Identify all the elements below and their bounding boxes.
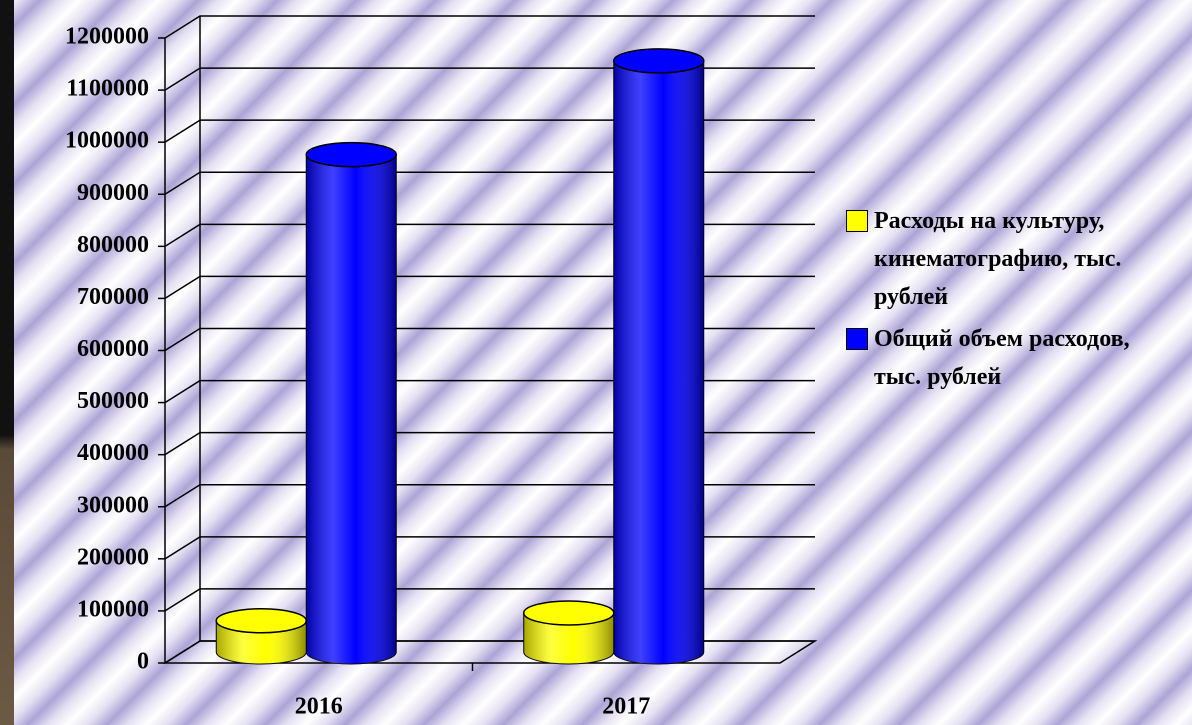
legend-label: Расходы на культуру, кинематографию, тыс… [874,208,1122,310]
grid-line [164,67,815,91]
grid-line [164,484,815,508]
bar-shade [523,612,614,664]
bar-shade [306,154,397,664]
grid-line [164,536,815,560]
x-tick-label: 2016 [295,694,343,720]
y-tick-label: 500000 [77,388,149,414]
grid-line [164,119,815,143]
x-tick-label: 2017 [602,694,650,720]
legend-item: Общий объем расходов, тыс. рублей [846,320,1186,396]
y-tick-label: 1000000 [65,128,149,154]
y-tick-label: 0 [137,649,149,675]
legend: Расходы на культуру, кинематографию, тыс… [846,202,1186,400]
grid-line [164,431,815,456]
y-tick-label: 900000 [77,180,149,206]
y-tick-label: 700000 [77,284,149,310]
y-tick-label: 300000 [77,492,149,518]
legend-label: Общий объем расходов, тыс. рублей [874,326,1130,390]
bar [215,608,307,665]
bar-top [613,48,705,74]
grid-line [164,15,815,39]
y-tick-label: 400000 [77,440,149,466]
grid-line [164,223,815,247]
bar-top [305,141,397,168]
grid-line [164,327,815,352]
y-tick-label: 200000 [77,544,149,570]
bar [305,141,397,665]
bar [613,48,705,665]
bar-top [215,608,307,634]
y-tick-label: 100000 [77,596,149,622]
grid-line [164,171,815,195]
bar-shade [613,60,704,664]
bar-top [523,600,615,626]
grid-line [164,275,815,300]
bar [523,600,615,665]
legend-swatch [846,328,868,350]
photo-strip [0,0,14,725]
y-tick-label: 600000 [77,336,149,362]
grid-line [164,379,815,404]
y-tick-label: 1200000 [65,24,149,50]
y-tick-label: 800000 [77,232,149,258]
grid-line [164,588,815,612]
legend-swatch [846,210,868,232]
y-tick-label: 1100000 [66,76,149,102]
legend-item: Расходы на культуру, кинематографию, тыс… [846,202,1186,316]
